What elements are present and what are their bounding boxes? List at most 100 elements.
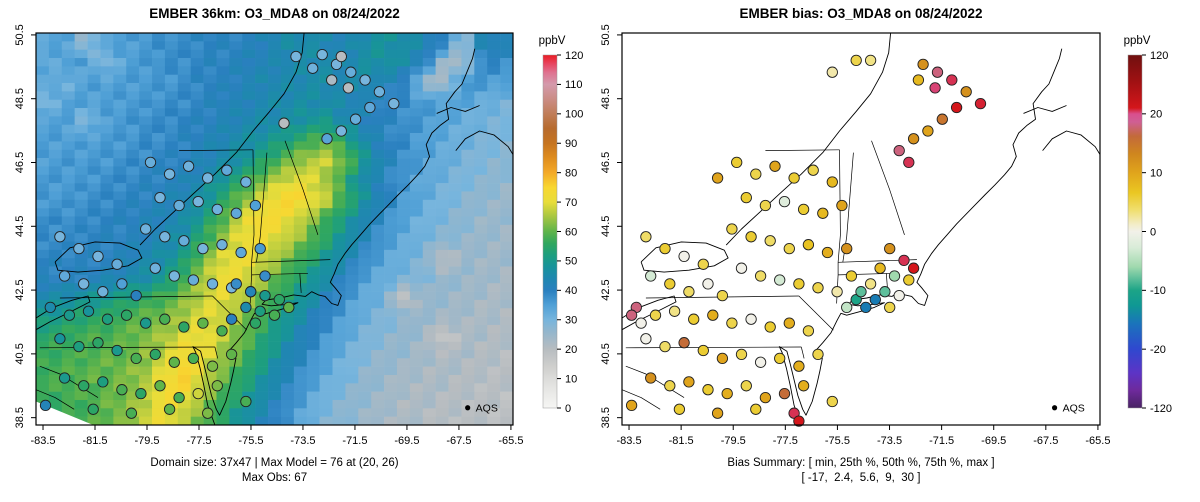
colorbar-tick-label: 70 — [565, 197, 577, 209]
x-tick-label: -73.5 — [877, 435, 902, 447]
bias-point — [802, 239, 815, 251]
colorbar-tick-label: 0 — [565, 403, 571, 415]
colorbar-tick-label: 30 — [565, 315, 577, 327]
colorbar-unit-label: ppbV — [539, 35, 566, 47]
bias-caption-line2: [ -17, 2.4, 5.6, 9, 30 ] — [801, 472, 921, 484]
bias-point — [797, 380, 810, 392]
bias-point — [774, 274, 786, 286]
obs-point — [216, 325, 228, 337]
bias-point — [750, 168, 762, 180]
bias-panel: EMBER bias: O3_MDA8 on 08/24/2022 -83.5-… — [600, 0, 1200, 502]
colorbar-tick-label: 120 — [1150, 50, 1168, 62]
colorbar-tick-label: 20 — [1150, 109, 1162, 121]
bias-point — [821, 246, 834, 259]
y-tick-label: 50.5 — [600, 24, 612, 45]
bias-point — [893, 144, 905, 157]
bias-point — [860, 301, 872, 314]
bias-point — [778, 195, 791, 208]
bias-point — [683, 286, 695, 298]
colorbar-tick-label: -10 — [1150, 285, 1166, 297]
obs-point — [63, 309, 76, 321]
bias-point — [711, 172, 724, 184]
bias-point — [678, 250, 690, 263]
obs-point — [192, 387, 204, 400]
obs-point — [240, 395, 252, 408]
obs-point — [159, 313, 171, 325]
y-tick-label: 38.5 — [600, 407, 612, 428]
bias-point — [903, 274, 915, 286]
bias-point — [898, 254, 910, 267]
obs-point — [159, 231, 171, 243]
bias-point — [917, 58, 929, 71]
bias-point — [936, 113, 948, 125]
obs-point — [349, 113, 362, 125]
obs-point — [111, 258, 123, 270]
obs-point — [235, 246, 247, 259]
bias-point — [864, 54, 877, 67]
x-tick-label: -79.5 — [721, 435, 746, 447]
colorbar-tick-label: 20 — [565, 344, 577, 356]
obs-point — [249, 199, 262, 212]
bias-point — [716, 352, 729, 365]
bias-point — [764, 321, 776, 333]
bias-point — [740, 380, 752, 392]
obs-point — [154, 191, 166, 204]
colorbar-tick-label: 100 — [565, 109, 583, 121]
obs-point — [144, 156, 157, 169]
obs-point — [273, 293, 285, 306]
bias-point — [778, 387, 791, 400]
bias-point — [793, 415, 805, 427]
y-tick-label: 40.5 — [600, 343, 612, 364]
bias-point — [788, 172, 800, 184]
y-tick-label: 44.5 — [14, 216, 26, 237]
model-map: -83.5 -81.5 -79.5 -77.5 -75.5 -73.5 -71.5 -69.5… — [14, 24, 583, 447]
obs-point — [202, 407, 214, 419]
obs-point — [154, 380, 166, 392]
y-tick-label: 48.5 — [600, 88, 612, 109]
obs-point — [78, 278, 90, 290]
bias-point — [625, 309, 638, 321]
obs-point — [187, 352, 200, 365]
bias-point — [879, 286, 891, 298]
bias-point — [769, 160, 781, 172]
y-tick-label: 42.5 — [14, 279, 26, 300]
obs-point — [178, 321, 190, 333]
bias-point — [864, 278, 877, 290]
x-tick-label: -65.5 — [498, 435, 523, 447]
bias-point — [845, 270, 858, 282]
bias-point — [783, 242, 795, 255]
obs-point — [82, 305, 95, 317]
obs-point — [101, 313, 114, 325]
obs-point — [359, 74, 371, 86]
bias-point — [912, 74, 925, 86]
bias-point — [929, 82, 941, 94]
y-tick-label: 42.5 — [600, 279, 612, 300]
obs-point — [182, 160, 195, 172]
obs-point — [345, 66, 357, 78]
obs-point — [116, 384, 128, 396]
obs-point — [245, 286, 257, 298]
bias-point — [950, 101, 963, 114]
obs-point — [120, 309, 133, 321]
bias-point — [659, 340, 671, 353]
obs-point — [254, 305, 266, 317]
bias-point — [836, 199, 848, 212]
x-tick-label: -65.5 — [1085, 435, 1110, 447]
obs-point — [249, 317, 262, 329]
obs-point — [307, 62, 319, 74]
bias-point — [754, 270, 767, 282]
bias-point — [754, 356, 767, 368]
x-tick-label: -81.5 — [82, 435, 107, 447]
bias-point — [888, 270, 901, 282]
bias-point — [664, 278, 676, 290]
bias-point — [645, 372, 657, 384]
bias-point — [893, 289, 905, 302]
x-tick-label: -73.5 — [290, 435, 315, 447]
obs-point — [168, 356, 180, 368]
bias-point — [683, 376, 695, 388]
colorbar-tick-label: 10 — [1150, 167, 1162, 179]
bias-point — [884, 301, 896, 314]
bias-point — [673, 403, 686, 415]
bias-point — [826, 176, 838, 188]
bias-point — [907, 133, 920, 145]
